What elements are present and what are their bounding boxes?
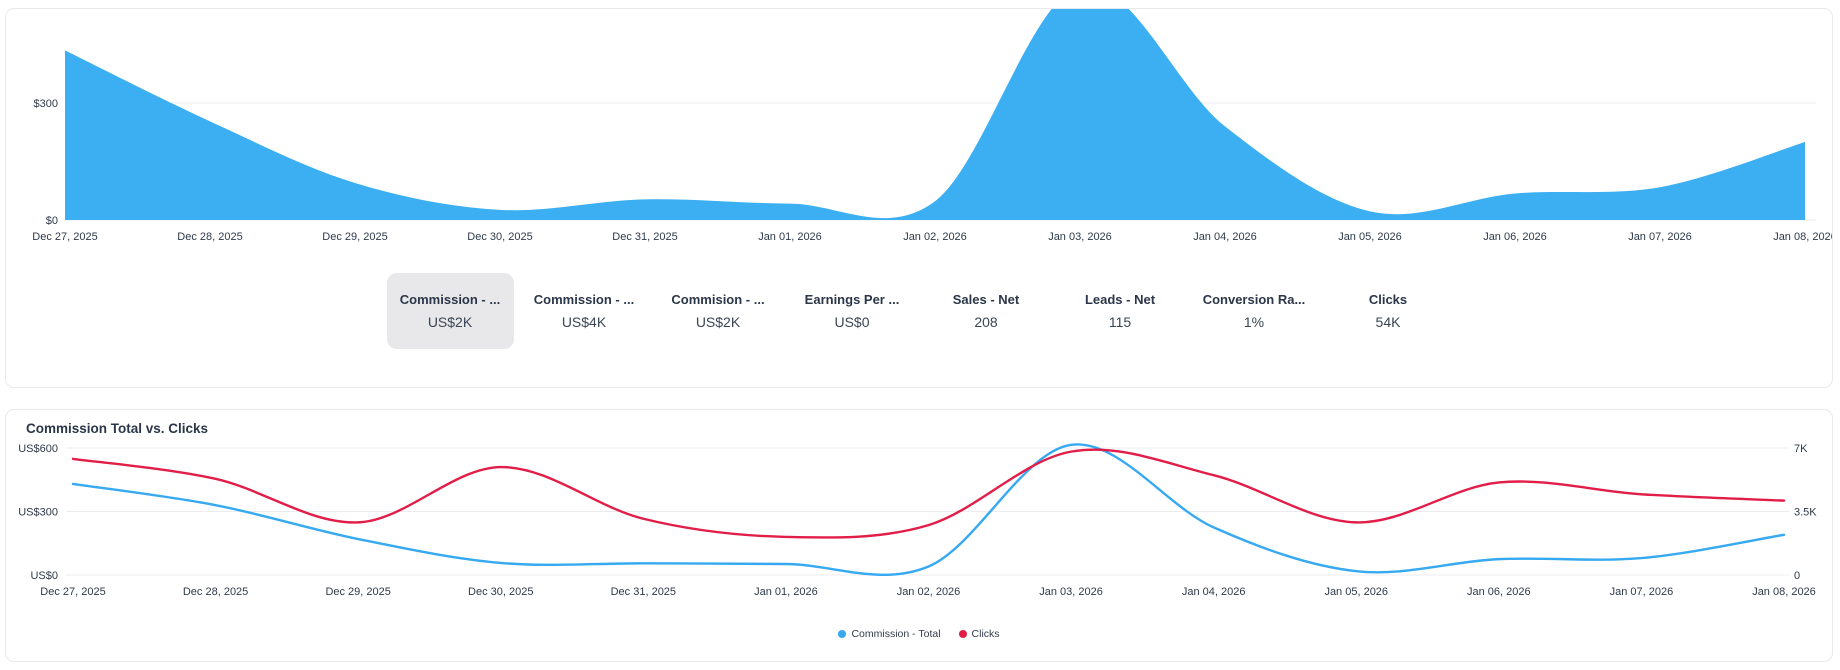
x-axis-date-label: Jan 06, 2026 xyxy=(1467,586,1531,598)
x-axis-date-label: Dec 31, 2025 xyxy=(612,231,677,243)
metric-tab-7[interactable]: Clicks 54K xyxy=(1325,273,1452,349)
metric-tab-5[interactable]: Leads - Net 115 xyxy=(1057,273,1184,349)
left-axis-tick: US$300 xyxy=(18,507,58,519)
x-axis-date-label: Jan 02, 2026 xyxy=(897,586,961,598)
metric-tab-value: US$4K xyxy=(561,314,607,330)
legend-item-commission-total[interactable]: Commission - Total xyxy=(838,628,941,640)
x-axis-date-label: Dec 28, 2025 xyxy=(177,231,242,243)
metric-tab-2[interactable]: Commision - ... US$2K xyxy=(655,273,782,349)
y-axis-tick: $0 xyxy=(46,215,58,227)
metric-tab-value: US$2K xyxy=(427,314,473,330)
line-series-commission-total xyxy=(71,443,1786,576)
x-axis-date-label: Dec 30, 2025 xyxy=(468,586,533,598)
legend-item-clicks[interactable]: Clicks xyxy=(958,628,1000,640)
metric-tab-label: Earnings Per ... xyxy=(804,292,900,307)
x-axis-date-label: Dec 27, 2025 xyxy=(40,586,105,598)
x-axis-date-label: Jan 01, 2026 xyxy=(754,586,818,598)
x-axis-date-label: Jan 03, 2026 xyxy=(1048,231,1112,243)
metric-tab-value: 1% xyxy=(1243,314,1265,330)
x-axis-date-label: Jan 08, 2026 xyxy=(1752,586,1816,598)
x-axis-date-label: Jan 05, 2026 xyxy=(1338,231,1402,243)
metric-tab-0[interactable]: Commission - ... US$2K xyxy=(386,273,514,349)
metric-tab-label: Commission - ... xyxy=(399,292,501,307)
commission-overview-card: $300 $0 Dec 27, 2025 Dec 28, 2025 Dec 29, 20… xyxy=(5,8,1833,388)
chart-title: Commission Total vs. Clicks xyxy=(26,421,209,436)
commission-area-chart: $300 $0 Dec 27, 2025 Dec 28, 2025 Dec 29, 20… xyxy=(32,9,1832,243)
metric-tab-label: Commission - ... xyxy=(533,292,635,307)
x-axis-date-label: Jan 05, 2026 xyxy=(1324,586,1388,598)
metric-tab-label: Conversion Ra... xyxy=(1202,292,1306,307)
commission-vs-clicks-card: Commission Total vs. Clicks US$600 US$300… xyxy=(5,409,1833,662)
commission-vs-clicks-chart: US$600 US$300 US$0 7K 3.5K 0 Dec 27, 2025 Dec 2… xyxy=(18,443,1817,598)
legend-dot-icon xyxy=(838,630,847,638)
y-axis-tick: $300 xyxy=(34,98,58,110)
left-axis-tick: US$600 xyxy=(18,443,58,455)
metric-tab-label: Commision - ... xyxy=(671,292,765,307)
x-axis-date-label: Dec 27, 2025 xyxy=(32,231,97,243)
metric-tab-value: 115 xyxy=(1108,314,1132,330)
chart-legend: Commission - Total Clicks xyxy=(6,628,1832,640)
x-axis-date-label: Jan 02, 2026 xyxy=(903,231,967,243)
x-axis-date-label: Jan 01, 2026 xyxy=(758,231,822,243)
legend-label: Clicks xyxy=(971,628,1000,640)
legend-label: Commission - Total xyxy=(851,628,941,640)
metric-tab-label: Leads - Net xyxy=(1084,292,1156,307)
x-axis-date-label: Jan 07, 2026 xyxy=(1628,231,1692,243)
metric-tabs-row: Commission - ... US$2K Commission - ... US$… xyxy=(6,273,1832,349)
metric-tab-value: US$2K xyxy=(695,314,741,330)
metric-tab-6[interactable]: Conversion Ra... 1% xyxy=(1191,273,1318,349)
line-series-clicks xyxy=(71,448,1786,539)
x-axis-date-label: Jan 04, 2026 xyxy=(1182,586,1246,598)
legend-dot-icon xyxy=(958,630,967,638)
metric-tab-value: 208 xyxy=(974,314,998,330)
metric-tab-label: Sales - Net xyxy=(952,292,1020,307)
commission-area-series xyxy=(65,9,1805,220)
x-axis-date-label: Dec 29, 2025 xyxy=(325,586,390,598)
x-axis-date-label: Jan 07, 2026 xyxy=(1610,586,1674,598)
x-axis-date-label: Jan 08, 2026 xyxy=(1773,231,1832,243)
x-axis-date-label: Dec 29, 2025 xyxy=(322,231,387,243)
x-axis-date-label: Jan 06, 2026 xyxy=(1483,231,1547,243)
right-axis-tick: 7K xyxy=(1794,443,1808,455)
x-axis-date-label: Dec 28, 2025 xyxy=(183,586,248,598)
metric-tab-3[interactable]: Earnings Per ... US$0 xyxy=(789,273,916,349)
metric-tab-value: 54K xyxy=(1375,314,1401,330)
metric-tab-4[interactable]: Sales - Net 208 xyxy=(923,273,1050,349)
metric-tab-1[interactable]: Commission - ... US$4K xyxy=(521,273,648,349)
x-axis-date-label: Dec 30, 2025 xyxy=(467,231,532,243)
right-axis-tick: 0 xyxy=(1794,570,1800,582)
x-axis-date-label: Jan 03, 2026 xyxy=(1039,586,1103,598)
x-axis-date-label: Dec 31, 2025 xyxy=(611,586,676,598)
metric-tab-value: US$0 xyxy=(834,314,870,330)
metric-tab-label: Clicks xyxy=(1368,292,1408,307)
right-axis-tick: 3.5K xyxy=(1794,507,1817,519)
x-axis-date-label: Jan 04, 2026 xyxy=(1193,231,1257,243)
left-axis-tick: US$0 xyxy=(30,570,58,582)
